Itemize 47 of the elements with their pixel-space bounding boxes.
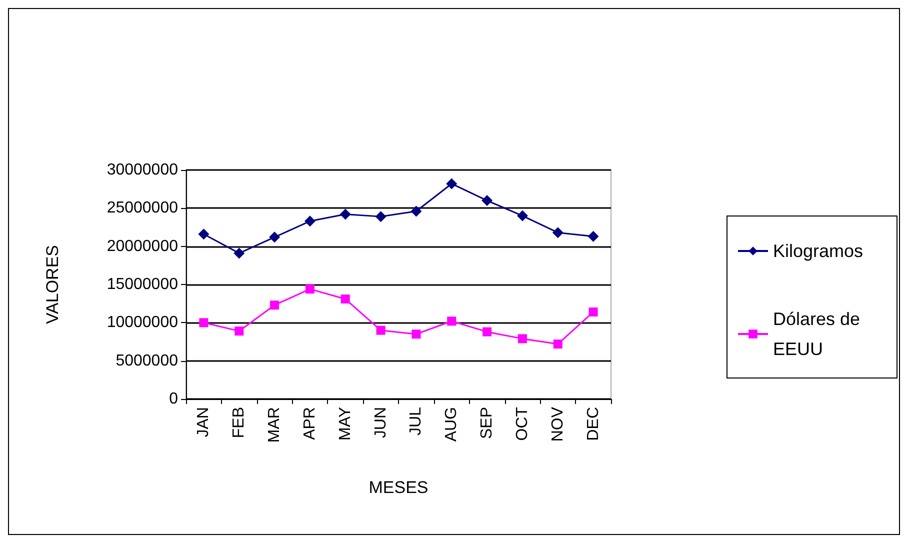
x-tick-label: JUN	[372, 407, 390, 438]
y-tick-label: 5000000	[116, 352, 178, 370]
x-tick-label: MAR	[266, 407, 284, 443]
point	[518, 334, 527, 344]
point	[552, 227, 564, 238]
x-tick-label: AUG	[443, 407, 460, 442]
point	[412, 330, 421, 339]
point	[375, 211, 386, 222]
point	[588, 307, 598, 316]
x-tick-label: APR	[301, 407, 318, 440]
y-tick-label: 10000000	[106, 314, 178, 332]
x-tick-label: OCT	[514, 406, 531, 441]
x-tick-label: DEC	[584, 407, 602, 441]
y-tick-label: 25000000	[106, 200, 178, 217]
point	[234, 248, 245, 259]
legend-label: Kilogramos	[773, 241, 864, 261]
point	[199, 318, 208, 328]
y-tick-label: 0	[169, 390, 178, 408]
point	[553, 340, 562, 349]
point	[304, 216, 316, 227]
x-tick-label: MAY	[336, 406, 354, 440]
point	[482, 195, 493, 206]
legend-label: Dólares de EEUU	[773, 309, 866, 359]
point	[588, 230, 599, 242]
point	[447, 316, 456, 326]
point	[516, 210, 528, 222]
point	[234, 326, 244, 336]
x-tick-label: SEP	[478, 407, 496, 440]
point	[305, 284, 314, 294]
y-tick-label: 15000000	[106, 276, 178, 293]
point	[446, 178, 458, 190]
x-tick-label: FEB	[230, 407, 248, 438]
x-tick-label: JUL	[408, 406, 425, 436]
point	[376, 326, 386, 335]
point	[198, 228, 210, 240]
point	[270, 300, 280, 310]
x-tick-label: NOV	[549, 406, 566, 442]
point	[340, 208, 351, 220]
point	[410, 206, 422, 217]
y-tick-label: 30000000	[106, 162, 178, 178]
y-tick-label: 20000000	[106, 238, 178, 255]
x-axis-title: MESES	[368, 478, 428, 497]
x-tick-label: JAN	[195, 407, 212, 438]
point	[269, 232, 280, 243]
point	[482, 327, 492, 336]
y-axis-title: VALORES	[43, 244, 62, 324]
point	[340, 294, 350, 304]
